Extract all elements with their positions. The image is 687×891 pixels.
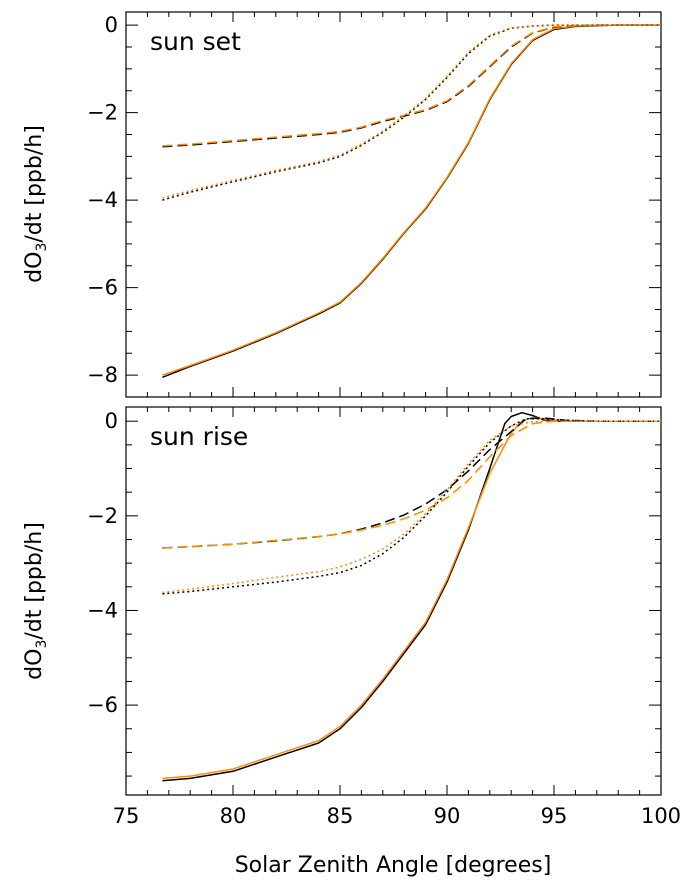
panel-title: sun rise	[150, 422, 248, 451]
y-tick-label: 0	[105, 13, 118, 37]
series-line-dotted-orange	[162, 420, 661, 594]
sun-set-panel: 0 −2 −4 −6 −8 sun set dO3/dt [ppb/h]	[22, 11, 662, 398]
plot-frame	[125, 406, 662, 796]
y-tick-label: −2	[87, 101, 118, 125]
y-tick-label: −6	[87, 693, 118, 717]
series-line-dotted-black	[162, 418, 661, 595]
y-tick-label: −4	[87, 188, 118, 212]
series-line-dotted-orange	[162, 24, 661, 199]
y-axis-label: dO3/dt [ppb/h]	[22, 522, 50, 680]
series-line-solid-black	[162, 24, 661, 378]
x-tick-label: 85	[327, 804, 354, 828]
series-line-solid-black	[162, 411, 661, 782]
y-tick-label: −2	[87, 504, 118, 528]
y-tick-label: −4	[87, 598, 118, 622]
y-tick-label: 0	[105, 409, 118, 433]
series-line-dotted-black	[162, 24, 661, 201]
plot-frame	[125, 11, 662, 398]
x-tick-label: 75	[113, 804, 140, 828]
sun-rise-panel: 75 80 85 90 95 100 0 −2 −4 −6 sun rise dO3/dt [ppb/…	[22, 406, 681, 828]
x-tick-label: 95	[541, 804, 568, 828]
x-tick-label: 100	[641, 804, 681, 828]
series-line-solid-orange	[162, 24, 661, 376]
y-tick-label: −8	[87, 363, 118, 387]
x-tick-label: 80	[220, 804, 247, 828]
series-line-dashed-orange	[162, 420, 661, 549]
series-line-dashed-orange	[162, 24, 661, 147]
x-tick-label: 90	[434, 804, 461, 828]
series-line-solid-orange	[162, 416, 661, 780]
x-axis-label: Solar Zenith Angle [degrees]	[235, 853, 552, 878]
panel-title: sun set	[150, 27, 241, 56]
y-tick-label: −6	[87, 276, 118, 300]
y-axis-label: dO3/dt [ppb/h]	[22, 125, 50, 283]
